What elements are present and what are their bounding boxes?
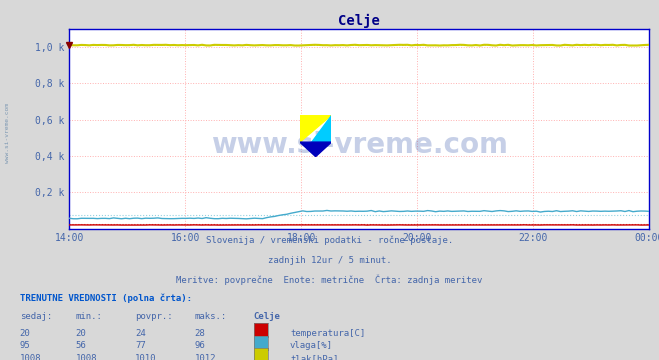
Text: min.:: min.:	[76, 312, 103, 321]
Text: www.si-vreme.com: www.si-vreme.com	[211, 131, 507, 159]
Text: 95: 95	[20, 341, 30, 350]
Text: 1010: 1010	[135, 354, 157, 360]
Text: vlaga[%]: vlaga[%]	[290, 341, 333, 350]
Text: 77: 77	[135, 341, 146, 350]
Text: 24: 24	[135, 329, 146, 338]
Text: Meritve: povprečne  Enote: metrične  Črta: zadnja meritev: Meritve: povprečne Enote: metrične Črta:…	[177, 274, 482, 285]
Text: 1008: 1008	[20, 354, 42, 360]
Text: sedaj:: sedaj:	[20, 312, 52, 321]
Text: 1012: 1012	[194, 354, 216, 360]
Text: TRENUTNE VREDNOSTI (polna črta):: TRENUTNE VREDNOSTI (polna črta):	[20, 293, 192, 303]
Text: 1008: 1008	[76, 354, 98, 360]
Text: 96: 96	[194, 341, 205, 350]
Polygon shape	[300, 142, 331, 157]
Polygon shape	[311, 115, 331, 142]
Text: 28: 28	[194, 329, 205, 338]
Text: temperatura[C]: temperatura[C]	[290, 329, 365, 338]
Title: Celje: Celje	[338, 13, 380, 28]
Text: 56: 56	[76, 341, 86, 350]
Text: tlak[hPa]: tlak[hPa]	[290, 354, 338, 360]
Text: maks.:: maks.:	[194, 312, 227, 321]
Text: Slovenija / vremenski podatki - ročne postaje.: Slovenija / vremenski podatki - ročne po…	[206, 235, 453, 245]
Text: 20: 20	[76, 329, 86, 338]
Text: povpr.:: povpr.:	[135, 312, 173, 321]
Polygon shape	[300, 115, 331, 142]
Text: zadnjih 12ur / 5 minut.: zadnjih 12ur / 5 minut.	[268, 256, 391, 265]
Text: 20: 20	[20, 329, 30, 338]
Text: www.si-vreme.com: www.si-vreme.com	[5, 103, 11, 163]
Text: Celje: Celje	[254, 312, 281, 321]
